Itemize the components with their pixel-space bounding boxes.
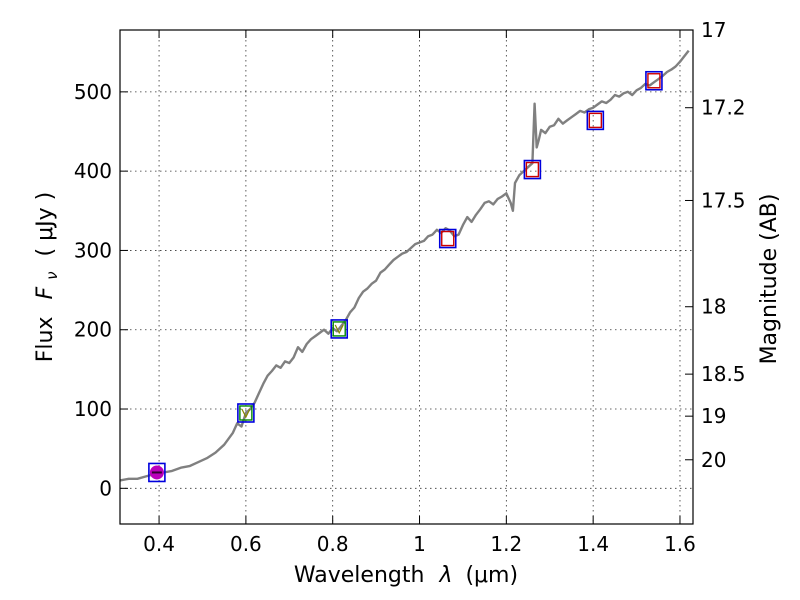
x-tick-label: 0.4	[143, 532, 175, 556]
y-axis-title-symbol: F	[33, 286, 58, 299]
observed-flux-point-z	[334, 324, 344, 335]
y2-tick-label: 17	[701, 18, 726, 42]
observed-flux-point-Y	[441, 230, 455, 247]
model-flux-box-JH	[586, 110, 605, 131]
grid-lines	[120, 30, 693, 524]
observed-flux-point-J	[525, 161, 540, 178]
y-axis-title-unit: ( μJy )	[33, 192, 58, 257]
x-tick-label: 0.6	[230, 532, 262, 556]
x-axis-title-unit: (μm)	[465, 563, 518, 588]
x-tick-label: 1.4	[577, 532, 609, 556]
model-flux-box-u	[148, 462, 166, 483]
y2-axis-title: Magnitude (AB)	[757, 194, 782, 365]
y-axis-title: Flux F ν ( μJy )	[33, 192, 63, 362]
observed-flux-box-r	[239, 405, 253, 421]
y-tick-label: 300	[74, 238, 112, 262]
model-flux-box-r	[237, 403, 255, 423]
observed-flux-point-r	[241, 408, 251, 419]
y-tick-label: 200	[74, 318, 112, 342]
x-tick-label: 1.2	[490, 532, 522, 556]
x-tick-label: 1	[413, 532, 426, 556]
y2-tick-label: 17.5	[701, 188, 746, 212]
x-tick-label: 0.8	[317, 532, 349, 556]
y-tick-label: 100	[74, 397, 112, 421]
model-flux-box-J	[523, 159, 542, 180]
y-axis-title-text: Flux	[33, 316, 58, 362]
y-tick-label: 500	[74, 80, 112, 104]
y2-tick-label: 19	[701, 404, 726, 428]
x-axis-title: Wavelength λ (μm)	[294, 563, 518, 588]
model-flux-box-H	[645, 70, 663, 91]
x-axis-title-symbol: λ	[438, 563, 452, 588]
observed-flux-box-z	[332, 321, 346, 337]
axis-ticks: 0.4 0.6 0.8 1 1.2 1.4 1.6 0 100 200 300 400 500 17 17.…	[74, 18, 746, 556]
model-flux-box-Y	[438, 228, 457, 249]
y-tick-label: 0	[99, 476, 112, 500]
x-tick-label: 1.6	[664, 532, 696, 556]
photometry-points	[148, 70, 663, 483]
y-axis-title-subscript: ν	[43, 271, 61, 279]
observed-flux-point-JH	[588, 112, 603, 129]
y-tick-label: 400	[74, 159, 112, 183]
observed-flux-point-H	[647, 73, 661, 89]
y2-tick-label: 20	[701, 448, 726, 472]
x-axis-title-text: Wavelength	[294, 563, 425, 588]
y2-tick-label: 18.5	[701, 362, 746, 386]
model-flux-box-z	[330, 319, 349, 339]
plot-frame	[119, 29, 694, 525]
y2-tick-label: 17.2	[701, 96, 746, 120]
y2-tick-label: 18	[701, 295, 726, 319]
